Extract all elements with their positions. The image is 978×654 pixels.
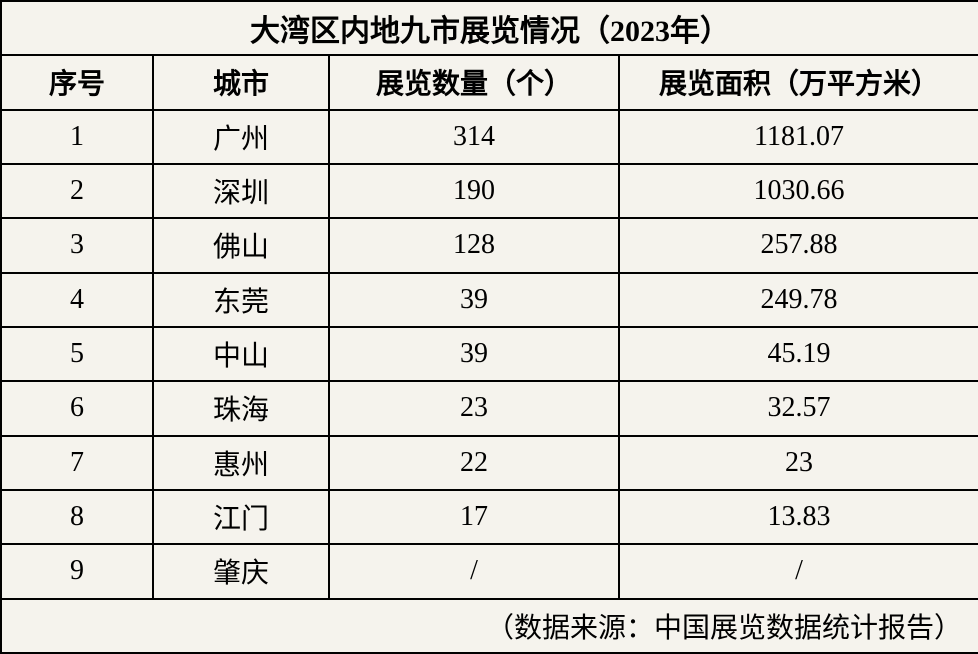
cell-count: 190: [329, 164, 619, 218]
cell-index: 7: [1, 436, 153, 490]
col-header-count: 展览数量（个）: [329, 55, 619, 109]
cell-count: 39: [329, 327, 619, 381]
cell-area: 13.83: [619, 490, 978, 544]
cell-index: 2: [1, 164, 153, 218]
cell-city: 江门: [153, 490, 329, 544]
col-header-area: 展览面积（万平方米）: [619, 55, 978, 109]
cell-area: 249.78: [619, 273, 978, 327]
col-header-city: 城市: [153, 55, 329, 109]
cell-city: 深圳: [153, 164, 329, 218]
table-row: 9 肇庆 / /: [1, 544, 978, 598]
cell-city: 佛山: [153, 218, 329, 272]
cell-index: 1: [1, 110, 153, 164]
cell-index: 6: [1, 381, 153, 435]
table-row: 6 珠海 23 32.57: [1, 381, 978, 435]
cell-area: 23: [619, 436, 978, 490]
cell-index: 5: [1, 327, 153, 381]
cell-city: 中山: [153, 327, 329, 381]
table-row: 4 东莞 39 249.78: [1, 273, 978, 327]
cell-count: 23: [329, 381, 619, 435]
cell-area: 257.88: [619, 218, 978, 272]
table-title: 大湾区内地九市展览情况（2023年）: [1, 1, 978, 55]
cell-area: 45.19: [619, 327, 978, 381]
exhibition-table: 大湾区内地九市展览情况（2023年） 序号 城市 展览数量（个） 展览面积（万平…: [0, 0, 978, 654]
cell-count: /: [329, 544, 619, 598]
col-header-index: 序号: [1, 55, 153, 109]
cell-count: 22: [329, 436, 619, 490]
cell-count: 128: [329, 218, 619, 272]
cell-area: /: [619, 544, 978, 598]
cell-city: 惠州: [153, 436, 329, 490]
cell-index: 9: [1, 544, 153, 598]
table-row: 2 深圳 190 1030.66: [1, 164, 978, 218]
table-row: 3 佛山 128 257.88: [1, 218, 978, 272]
cell-city: 广州: [153, 110, 329, 164]
cell-count: 39: [329, 273, 619, 327]
table-row: 7 惠州 22 23: [1, 436, 978, 490]
data-source: （数据来源：中国展览数据统计报告）: [1, 599, 978, 653]
exhibition-table-container: 大湾区内地九市展览情况（2023年） 序号 城市 展览数量（个） 展览面积（万平…: [0, 0, 978, 654]
table-row: 8 江门 17 13.83: [1, 490, 978, 544]
cell-area: 1181.07: [619, 110, 978, 164]
table-row: 5 中山 39 45.19: [1, 327, 978, 381]
cell-area: 32.57: [619, 381, 978, 435]
cell-city: 东莞: [153, 273, 329, 327]
cell-count: 314: [329, 110, 619, 164]
table-row: 1 广州 314 1181.07: [1, 110, 978, 164]
table-title-row: 大湾区内地九市展览情况（2023年）: [1, 1, 978, 55]
cell-area: 1030.66: [619, 164, 978, 218]
table-source-row: （数据来源：中国展览数据统计报告）: [1, 599, 978, 653]
cell-count: 17: [329, 490, 619, 544]
cell-index: 4: [1, 273, 153, 327]
cell-city: 珠海: [153, 381, 329, 435]
cell-city: 肇庆: [153, 544, 329, 598]
table-header-row: 序号 城市 展览数量（个） 展览面积（万平方米）: [1, 55, 978, 109]
cell-index: 8: [1, 490, 153, 544]
cell-index: 3: [1, 218, 153, 272]
